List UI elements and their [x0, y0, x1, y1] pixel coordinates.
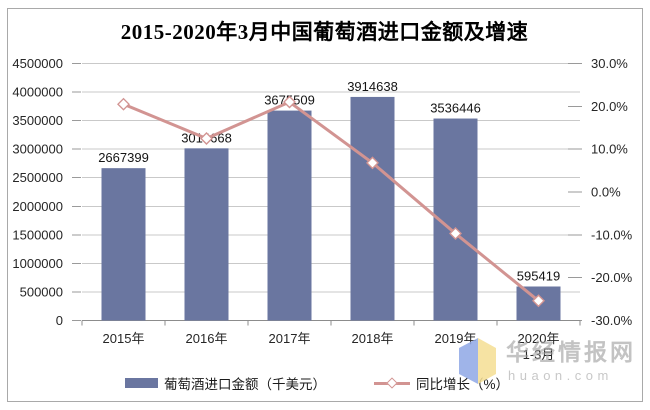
chart-title: 2015-2020年3月中国葡萄酒进口金额及增速 — [120, 20, 529, 44]
left-axis-tick-label: 1000000 — [12, 256, 63, 271]
legend-item-growth: 同比增长（%） — [373, 373, 509, 393]
x-category-label: 2016年 — [186, 331, 228, 346]
x-category-label: 2020年 — [518, 331, 560, 346]
growth-line — [122, 100, 540, 302]
bar-series-swatch-icon — [124, 378, 158, 388]
legend-item-import-value: 葡萄酒进口金额（千美元） — [124, 373, 326, 393]
bar-2015年 — [101, 168, 146, 321]
x-category-sublabel: 1-3月 — [523, 347, 555, 362]
left-axis-tick-label: 2000000 — [12, 199, 63, 214]
watermark-site-name: 华经情报网 — [506, 339, 636, 365]
right-axis-tick-label: -30.0% — [591, 313, 633, 328]
legend-label-import-value: 葡萄酒进口金额（千美元） — [163, 377, 326, 392]
line-series-swatch-icon — [373, 377, 410, 389]
line-marker-diamond-icon — [283, 95, 296, 109]
x-category-label: 2019年 — [435, 331, 477, 346]
bar-2017年 — [267, 110, 312, 321]
watermark-site-url: huaon.com — [508, 368, 613, 384]
legend: 葡萄酒进口金额（千美元） 同比增长（%） — [7, 372, 627, 394]
right-axis-tick-label: 30.0% — [591, 56, 628, 71]
left-axis-tick-label: 4500000 — [12, 56, 63, 71]
left-axis-tick-label: 500000 — [20, 284, 63, 299]
bar-value-label: 595419 — [517, 268, 560, 283]
bar-value-label: 3914638 — [347, 79, 398, 94]
line-marker-diamond-icon — [366, 156, 379, 170]
right-axis-tick-label: -10.0% — [591, 227, 633, 242]
right-axis-tick-label: 10.0% — [591, 142, 628, 157]
left-axis-tick-label: 4000000 — [12, 85, 63, 100]
left-axis-tick-label: 3500000 — [12, 113, 63, 128]
x-category-label: 2015年 — [103, 331, 145, 346]
right-axis-tick-label: 20.0% — [591, 99, 628, 114]
left-axis-tick-label: 1500000 — [12, 227, 63, 242]
right-axis-tick-label: -20.0% — [591, 270, 633, 285]
legend-label-growth: 同比增长（%） — [415, 377, 509, 392]
left-axis-tick-label: 3000000 — [12, 142, 63, 157]
watermark-text-block: 华经情报网 huaon.com — [506, 339, 636, 384]
left-axis-tick-label: 2500000 — [12, 170, 63, 185]
left-axis-tick-label: 0 — [56, 313, 63, 328]
right-axis-tick-label: 0.0% — [591, 185, 621, 200]
line-marker-diamond-icon — [532, 294, 545, 308]
watermark: 华经情报网 huaon.com — [456, 334, 636, 386]
x-category-label: 2017年 — [269, 331, 311, 346]
line-marker-diamond-icon — [117, 97, 130, 111]
chart-plot-area: 4500000 4000000 3500000 3000000 2500000 20000… — [12, 56, 633, 362]
bar-2018年 — [350, 96, 395, 321]
bar-2016年 — [184, 148, 229, 321]
x-category-label: 2018年 — [352, 331, 394, 346]
line-marker-diamond-icon — [449, 227, 462, 241]
huaon-book-logo-icon — [459, 338, 496, 384]
line-marker-diamond-icon — [200, 131, 213, 145]
bar-value-label: 2667399 — [98, 150, 149, 165]
bar-value-label: 3536446 — [430, 101, 481, 116]
